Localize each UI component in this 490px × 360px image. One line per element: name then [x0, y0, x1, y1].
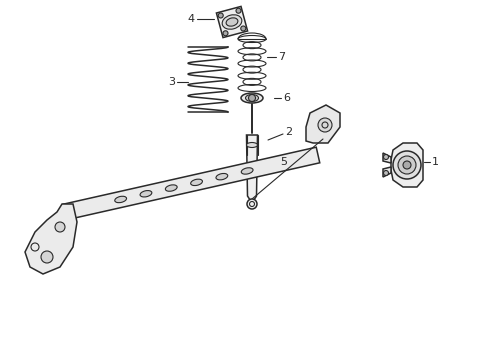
Text: 2: 2	[285, 127, 292, 137]
Text: 4: 4	[188, 14, 195, 24]
Text: 7: 7	[278, 52, 285, 62]
Polygon shape	[383, 167, 391, 177]
Circle shape	[398, 156, 416, 174]
Circle shape	[247, 199, 257, 209]
Ellipse shape	[226, 18, 238, 26]
Ellipse shape	[241, 93, 263, 103]
Polygon shape	[383, 153, 391, 163]
Circle shape	[218, 13, 223, 18]
Circle shape	[55, 222, 65, 232]
Ellipse shape	[115, 196, 126, 203]
Ellipse shape	[140, 190, 152, 197]
Circle shape	[384, 154, 389, 159]
Polygon shape	[63, 147, 320, 220]
Ellipse shape	[165, 185, 177, 191]
Text: 1: 1	[432, 157, 439, 167]
Circle shape	[248, 94, 255, 102]
Ellipse shape	[246, 143, 258, 148]
Circle shape	[393, 151, 421, 179]
Polygon shape	[246, 135, 258, 203]
Ellipse shape	[222, 15, 242, 29]
Circle shape	[223, 31, 228, 36]
Text: 5: 5	[280, 157, 287, 167]
Ellipse shape	[241, 168, 253, 174]
Ellipse shape	[191, 179, 202, 185]
Circle shape	[41, 251, 53, 263]
Circle shape	[318, 118, 332, 132]
Circle shape	[403, 161, 411, 169]
Polygon shape	[306, 105, 340, 143]
Polygon shape	[391, 143, 423, 187]
Ellipse shape	[245, 94, 259, 102]
Text: 6: 6	[283, 93, 290, 103]
Circle shape	[384, 171, 389, 176]
Text: 3: 3	[168, 77, 175, 87]
Circle shape	[241, 26, 246, 31]
Polygon shape	[25, 204, 77, 274]
Polygon shape	[217, 6, 247, 37]
Circle shape	[236, 8, 241, 13]
Ellipse shape	[216, 174, 228, 180]
